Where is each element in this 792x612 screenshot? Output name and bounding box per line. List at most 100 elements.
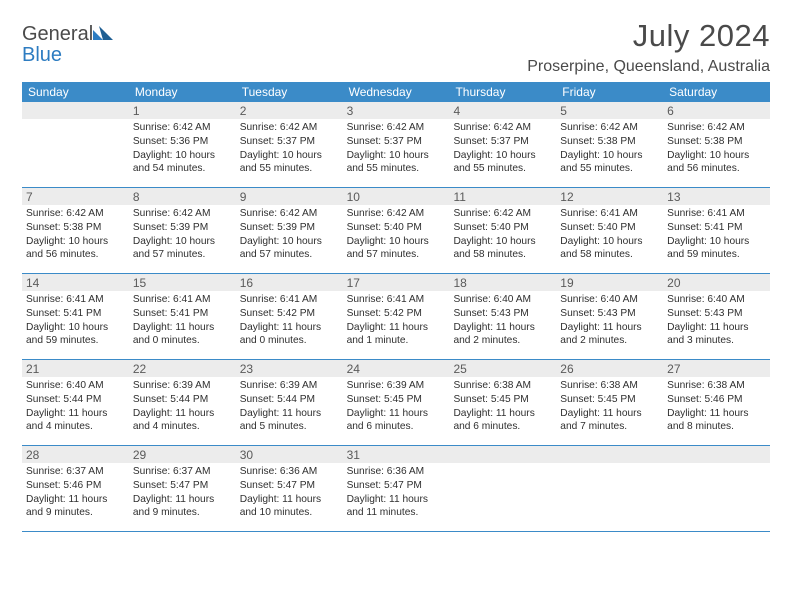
daylight-text: Daylight: 11 hours and 0 minutes. <box>133 321 232 349</box>
sunset-text: Sunset: 5:40 PM <box>560 221 659 235</box>
day-number: 8 <box>129 188 236 205</box>
day-cell: 7Sunrise: 6:42 AMSunset: 5:38 PMDaylight… <box>22 188 129 273</box>
sunrise-text: Sunrise: 6:42 AM <box>133 207 232 221</box>
day-body: Sunrise: 6:40 AMSunset: 5:43 PMDaylight:… <box>663 291 770 359</box>
sunrise-text: Sunrise: 6:42 AM <box>347 121 446 135</box>
daylight-text: Daylight: 10 hours and 57 minutes. <box>240 235 339 263</box>
day-number <box>22 102 129 119</box>
week-row: 7Sunrise: 6:42 AMSunset: 5:38 PMDaylight… <box>22 188 770 274</box>
day-body: Sunrise: 6:39 AMSunset: 5:45 PMDaylight:… <box>343 377 450 445</box>
sunrise-text: Sunrise: 6:41 AM <box>240 293 339 307</box>
daylight-text: Daylight: 11 hours and 3 minutes. <box>667 321 766 349</box>
daylight-text: Daylight: 11 hours and 8 minutes. <box>667 407 766 435</box>
day-cell: 1Sunrise: 6:42 AMSunset: 5:36 PMDaylight… <box>129 102 236 187</box>
sunrise-text: Sunrise: 6:42 AM <box>347 207 446 221</box>
sunrise-text: Sunrise: 6:38 AM <box>560 379 659 393</box>
day-cell: 5Sunrise: 6:42 AMSunset: 5:38 PMDaylight… <box>556 102 663 187</box>
day-number <box>449 446 556 463</box>
sunset-text: Sunset: 5:42 PM <box>240 307 339 321</box>
daylight-text: Daylight: 10 hours and 56 minutes. <box>26 235 125 263</box>
sunset-text: Sunset: 5:37 PM <box>240 135 339 149</box>
sunrise-text: Sunrise: 6:40 AM <box>667 293 766 307</box>
day-cell: 19Sunrise: 6:40 AMSunset: 5:43 PMDayligh… <box>556 274 663 359</box>
sunrise-text: Sunrise: 6:41 AM <box>133 293 232 307</box>
daylight-text: Daylight: 11 hours and 9 minutes. <box>26 493 125 521</box>
daylight-text: Daylight: 11 hours and 6 minutes. <box>453 407 552 435</box>
day-cell: 9Sunrise: 6:42 AMSunset: 5:39 PMDaylight… <box>236 188 343 273</box>
day-body <box>663 463 770 531</box>
month-title: July 2024 <box>527 18 770 54</box>
daylight-text: Daylight: 10 hours and 59 minutes. <box>26 321 125 349</box>
sunrise-text: Sunrise: 6:42 AM <box>667 121 766 135</box>
day-number: 28 <box>22 446 129 463</box>
daylight-text: Daylight: 11 hours and 11 minutes. <box>347 493 446 521</box>
day-number: 22 <box>129 360 236 377</box>
sunrise-text: Sunrise: 6:42 AM <box>26 207 125 221</box>
sunrise-text: Sunrise: 6:36 AM <box>240 465 339 479</box>
week-row: 1Sunrise: 6:42 AMSunset: 5:36 PMDaylight… <box>22 102 770 188</box>
day-body: Sunrise: 6:40 AMSunset: 5:44 PMDaylight:… <box>22 377 129 445</box>
calendar-page: GeneralBlue July 2024 Proserpine, Queens… <box>0 0 792 550</box>
day-number: 18 <box>449 274 556 291</box>
day-number: 6 <box>663 102 770 119</box>
dow-cell: Saturday <box>663 82 770 102</box>
day-cell: 11Sunrise: 6:42 AMSunset: 5:40 PMDayligh… <box>449 188 556 273</box>
sunset-text: Sunset: 5:39 PM <box>133 221 232 235</box>
day-cell: 13Sunrise: 6:41 AMSunset: 5:41 PMDayligh… <box>663 188 770 273</box>
day-number: 13 <box>663 188 770 205</box>
day-number: 29 <box>129 446 236 463</box>
sunrise-text: Sunrise: 6:38 AM <box>453 379 552 393</box>
sunrise-text: Sunrise: 6:42 AM <box>133 121 232 135</box>
sunrise-text: Sunrise: 6:37 AM <box>133 465 232 479</box>
sunrise-text: Sunrise: 6:42 AM <box>453 207 552 221</box>
day-body: Sunrise: 6:41 AMSunset: 5:41 PMDaylight:… <box>663 205 770 273</box>
day-body: Sunrise: 6:38 AMSunset: 5:46 PMDaylight:… <box>663 377 770 445</box>
daylight-text: Daylight: 10 hours and 56 minutes. <box>667 149 766 177</box>
day-body: Sunrise: 6:42 AMSunset: 5:38 PMDaylight:… <box>556 119 663 187</box>
day-cell: 23Sunrise: 6:39 AMSunset: 5:44 PMDayligh… <box>236 360 343 445</box>
daylight-text: Daylight: 11 hours and 2 minutes. <box>453 321 552 349</box>
logo-word2: Blue <box>22 44 62 66</box>
day-body: Sunrise: 6:42 AMSunset: 5:37 PMDaylight:… <box>236 119 343 187</box>
logo-mark-icon <box>93 24 113 44</box>
sunset-text: Sunset: 5:42 PM <box>347 307 446 321</box>
day-of-week-header: SundayMondayTuesdayWednesdayThursdayFrid… <box>22 82 770 102</box>
day-number: 30 <box>236 446 343 463</box>
day-cell: 20Sunrise: 6:40 AMSunset: 5:43 PMDayligh… <box>663 274 770 359</box>
sunset-text: Sunset: 5:38 PM <box>560 135 659 149</box>
day-body: Sunrise: 6:40 AMSunset: 5:43 PMDaylight:… <box>449 291 556 359</box>
dow-cell: Thursday <box>449 82 556 102</box>
day-cell: 3Sunrise: 6:42 AMSunset: 5:37 PMDaylight… <box>343 102 450 187</box>
day-body: Sunrise: 6:42 AMSunset: 5:37 PMDaylight:… <box>343 119 450 187</box>
day-body: Sunrise: 6:41 AMSunset: 5:42 PMDaylight:… <box>343 291 450 359</box>
daylight-text: Daylight: 11 hours and 10 minutes. <box>240 493 339 521</box>
daylight-text: Daylight: 11 hours and 2 minutes. <box>560 321 659 349</box>
sunrise-text: Sunrise: 6:39 AM <box>240 379 339 393</box>
location-label: Proserpine, Queensland, Australia <box>527 58 770 76</box>
logo: GeneralBlue <box>22 18 113 66</box>
sunset-text: Sunset: 5:44 PM <box>26 393 125 407</box>
day-cell: 26Sunrise: 6:38 AMSunset: 5:45 PMDayligh… <box>556 360 663 445</box>
day-body: Sunrise: 6:42 AMSunset: 5:39 PMDaylight:… <box>236 205 343 273</box>
sunset-text: Sunset: 5:45 PM <box>347 393 446 407</box>
day-body: Sunrise: 6:37 AMSunset: 5:47 PMDaylight:… <box>129 463 236 531</box>
dow-cell: Wednesday <box>343 82 450 102</box>
daylight-text: Daylight: 11 hours and 0 minutes. <box>240 321 339 349</box>
day-cell <box>22 102 129 187</box>
daylight-text: Daylight: 10 hours and 59 minutes. <box>667 235 766 263</box>
sunrise-text: Sunrise: 6:42 AM <box>240 207 339 221</box>
day-number: 21 <box>22 360 129 377</box>
day-number: 26 <box>556 360 663 377</box>
day-number: 15 <box>129 274 236 291</box>
sunrise-text: Sunrise: 6:40 AM <box>453 293 552 307</box>
day-cell: 6Sunrise: 6:42 AMSunset: 5:38 PMDaylight… <box>663 102 770 187</box>
day-body <box>556 463 663 531</box>
day-number: 1 <box>129 102 236 119</box>
day-cell: 17Sunrise: 6:41 AMSunset: 5:42 PMDayligh… <box>343 274 450 359</box>
sunset-text: Sunset: 5:41 PM <box>133 307 232 321</box>
day-number: 23 <box>236 360 343 377</box>
sunset-text: Sunset: 5:40 PM <box>453 221 552 235</box>
day-number: 31 <box>343 446 450 463</box>
day-cell: 30Sunrise: 6:36 AMSunset: 5:47 PMDayligh… <box>236 446 343 531</box>
daylight-text: Daylight: 11 hours and 4 minutes. <box>133 407 232 435</box>
